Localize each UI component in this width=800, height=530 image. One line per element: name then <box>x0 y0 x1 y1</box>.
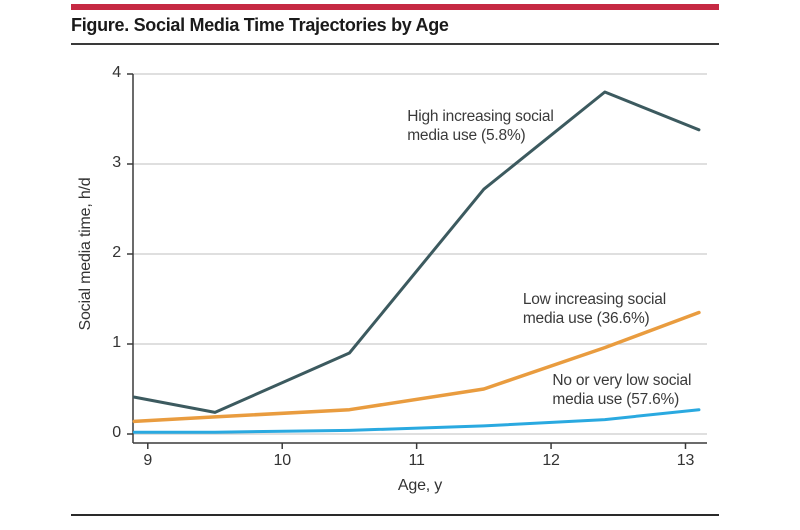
y-tick-label-4: 4 <box>112 64 121 81</box>
series-line-none <box>132 408 701 434</box>
bottom-divider <box>71 514 719 516</box>
y-tick-label-1: 1 <box>112 334 121 351</box>
series-annotation-high: High increasing social media use (5.8%) <box>407 107 554 145</box>
accent-bar <box>71 4 719 10</box>
title-divider <box>71 43 719 45</box>
y-tick-label-2: 2 <box>112 244 121 261</box>
series-annotation-low: Low increasing social media use (36.6%) <box>523 290 666 328</box>
x-tick-label-12: 12 <box>542 452 560 469</box>
annotation-line: Low increasing social <box>522 291 666 308</box>
annotation-line: No or very low social <box>552 372 692 389</box>
series-annotation-none: No or very low social media use (57.6%) <box>552 371 691 409</box>
x-tick-label-10: 10 <box>273 452 292 469</box>
annotation-line: media use (5.8%) <box>407 127 526 145</box>
x-axis-title: Age, y <box>397 477 443 494</box>
figure-title: Figure. Social Media Time Trajectories b… <box>71 15 449 35</box>
x-tick-label-9: 9 <box>143 452 153 469</box>
series-lines <box>132 90 701 434</box>
x-tick-label-11: 11 <box>408 452 425 469</box>
annotation-line: High increasing social <box>407 108 554 126</box>
series-line-high <box>132 90 701 414</box>
axes <box>127 73 707 449</box>
series-line-low <box>132 310 701 424</box>
annotation-line: media use (57.6%) <box>552 391 680 408</box>
y-tick-label-3: 3 <box>112 154 121 171</box>
annotation-line: media use (36.6%) <box>522 310 650 327</box>
x-tick-label-13: 13 <box>676 452 695 469</box>
y-tick-label-0: 0 <box>112 424 121 441</box>
